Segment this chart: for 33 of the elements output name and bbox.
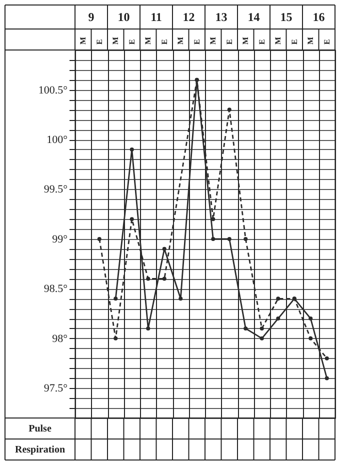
x-tick-label: M xyxy=(241,36,250,44)
x-tick-label: M xyxy=(274,36,283,44)
y-tick-label: 99° xyxy=(52,233,68,246)
text: 9 xyxy=(88,10,94,24)
x-tick-label: M xyxy=(208,36,218,44)
text: 15 xyxy=(280,10,292,24)
x-tick-label: M xyxy=(144,36,153,44)
y-tick-label: 98.5° xyxy=(44,283,68,296)
text: 10 xyxy=(118,10,130,24)
x-tick-label: M xyxy=(176,36,186,44)
x-tick-label: E xyxy=(127,39,136,44)
y-tick-label: 100.5° xyxy=(38,84,68,96)
text: Respiration xyxy=(15,444,66,456)
x-tick-label: E xyxy=(192,39,202,44)
x-tick-label: E xyxy=(290,39,299,44)
x-tick-label: M xyxy=(78,36,88,44)
text: 13 xyxy=(215,10,228,24)
text: Pulse xyxy=(28,424,52,434)
x-tick-label: E xyxy=(224,39,234,44)
y-tick-label: 100° xyxy=(46,134,68,146)
y-tick-label: 98° xyxy=(52,332,68,345)
text: 11 xyxy=(150,10,162,24)
x-tick-label: E xyxy=(257,39,266,44)
y-tick-label: 97.5° xyxy=(44,382,68,395)
text: 16 xyxy=(312,10,325,24)
text: 14 xyxy=(248,10,260,24)
x-tick-label: E xyxy=(94,39,104,44)
text: 12 xyxy=(182,10,195,24)
x-tick-label: M xyxy=(306,36,316,44)
y-tick-label: 99.5° xyxy=(44,184,68,196)
x-tick-label: E xyxy=(160,39,169,44)
x-tick-label: M xyxy=(111,36,120,44)
x-tick-label: E xyxy=(322,39,332,44)
